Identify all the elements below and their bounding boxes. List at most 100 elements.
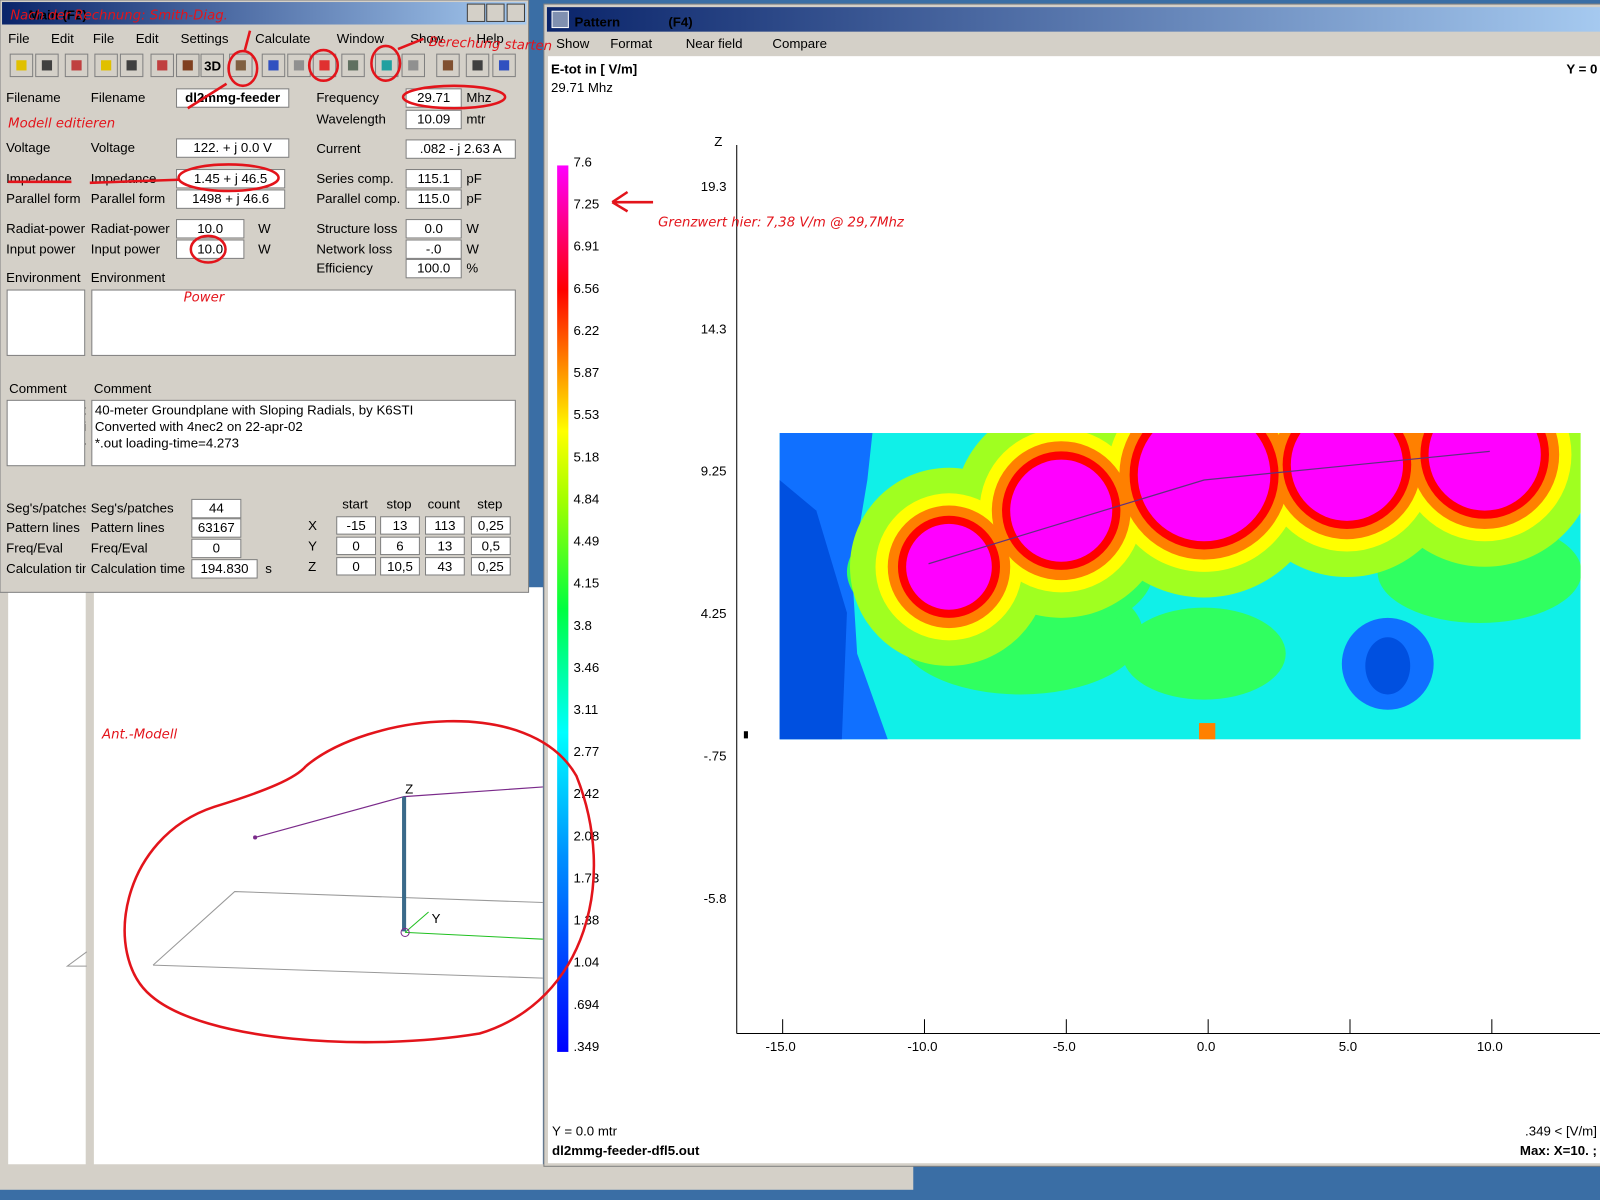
- annotation: Power: [184, 290, 226, 305]
- x-tick-label: 5.0: [1339, 1039, 1357, 1054]
- toolbar-icon: [319, 60, 330, 71]
- menu-item: Show: [556, 36, 590, 51]
- input-box[interactable]: [405, 258, 462, 279]
- colorbar-label: 1.04: [573, 955, 599, 970]
- z-tick-label: 14.3: [701, 321, 727, 336]
- input-box[interactable]: [191, 559, 258, 579]
- grid-cell: 6: [396, 538, 403, 553]
- field-label: Voltage: [6, 140, 50, 155]
- field-value: 0.0: [424, 221, 442, 236]
- colorbar-label: 6.22: [573, 323, 599, 338]
- input-box[interactable]: [405, 189, 462, 209]
- input-box[interactable]: [425, 536, 465, 556]
- x-tick-label: 0.0: [1197, 1039, 1215, 1054]
- input-box[interactable]: [176, 219, 245, 239]
- input-box[interactable]: [425, 516, 465, 535]
- colorbar-label: 2.42: [573, 786, 599, 801]
- toolbar-icon: [381, 60, 392, 71]
- input-box[interactable]: [405, 139, 516, 159]
- input-box[interactable]: [336, 516, 377, 535]
- input-box[interactable]: [336, 557, 377, 576]
- input-box[interactable]: [405, 169, 462, 189]
- input-box[interactable]: [405, 219, 462, 239]
- feed-point: [400, 927, 410, 938]
- grid-header: step: [477, 497, 502, 512]
- field-label: Radiat-power: [91, 221, 170, 236]
- field-unit: pF: [466, 171, 481, 186]
- colorbar-label: 5.53: [573, 407, 599, 422]
- field-value: 44: [209, 501, 224, 516]
- section-label: Comment: [94, 381, 152, 396]
- model-sidebar: [0, 587, 9, 1175]
- section-label: Comment: [9, 381, 67, 396]
- max-label: Max: X=10. ;: [1520, 1143, 1597, 1158]
- input-box[interactable]: [380, 557, 420, 576]
- field-region: [1365, 637, 1411, 695]
- field-label: Impedance: [6, 171, 72, 186]
- environment-box[interactable]: [6, 289, 86, 356]
- annotation: Ant.-Modell: [101, 727, 177, 742]
- grid-cell: 0,5: [482, 538, 500, 553]
- field-unit: Mhz: [466, 90, 491, 105]
- input-box[interactable]: [405, 109, 462, 130]
- grid-cell: 10,5: [387, 559, 413, 574]
- input-box[interactable]: [380, 536, 420, 556]
- section-label: Environment: [91, 270, 166, 285]
- colorbar-label: 3.11: [573, 702, 598, 717]
- toolbar-icon: [347, 60, 359, 71]
- input-box[interactable]: [405, 239, 462, 259]
- x-tick-label: -10.0: [907, 1039, 937, 1054]
- input-box[interactable]: [176, 239, 245, 259]
- window-icon: [551, 10, 569, 29]
- toolbar-icon: [235, 60, 246, 71]
- annotation-circle: [227, 49, 259, 88]
- comment-box[interactable]: [91, 399, 516, 467]
- field-label: Parallel form: [91, 191, 165, 206]
- z-tick-label: -5.8: [704, 891, 727, 906]
- input-box[interactable]: [191, 538, 242, 559]
- input-box[interactable]: [470, 516, 511, 535]
- grid-cell: -15: [347, 518, 366, 533]
- input-box[interactable]: [191, 518, 242, 538]
- input-box[interactable]: [176, 88, 290, 108]
- toolbar-icon: [472, 60, 483, 71]
- comment-line: Converted with 4nec2 on 22-apr-02: [95, 419, 303, 434]
- menu-item: Settings: [181, 31, 229, 46]
- comment-box[interactable]: [6, 399, 86, 467]
- min-label: .349 < [V/m]: [1525, 1124, 1597, 1139]
- field-region: [779, 480, 847, 740]
- field-label: Seg's/patches: [6, 501, 89, 516]
- field-value: 63167: [198, 520, 235, 535]
- axis-label: Z: [405, 782, 413, 797]
- annotation: Grenzwert hier: 7,38 V/m @ 29,7Mhz: [658, 216, 905, 231]
- input-box[interactable]: [336, 536, 377, 556]
- colorbar-label: 6.56: [573, 281, 599, 296]
- field-unit: W: [258, 221, 271, 236]
- toolbar-button[interactable]: [200, 53, 224, 78]
- input-box[interactable]: [380, 516, 420, 535]
- menu-item: Edit: [136, 31, 159, 46]
- field-value: 10.0: [197, 241, 223, 256]
- window-button[interactable]: [506, 3, 525, 22]
- colorbar-label: .349: [573, 1039, 599, 1054]
- input-box[interactable]: [176, 138, 290, 158]
- wire-end: [253, 835, 258, 840]
- window-button[interactable]: [486, 3, 505, 22]
- input-box[interactable]: [470, 557, 511, 576]
- input-box[interactable]: [191, 498, 242, 519]
- field-label: Freq/Eval: [91, 541, 148, 556]
- x-tick-label: 10.0: [1477, 1039, 1503, 1054]
- input-box[interactable]: [425, 557, 465, 576]
- toolbar-icon: [268, 60, 279, 71]
- window-button[interactable]: [466, 3, 486, 22]
- colorbar-label: 5.18: [573, 449, 599, 464]
- annotation-stroke: [8, 30, 654, 213]
- input-box[interactable]: [470, 536, 511, 556]
- toolbar-icon: [408, 60, 419, 71]
- field-label: Voltage: [91, 140, 135, 155]
- colorbar: [557, 165, 569, 1052]
- field-region: [906, 523, 992, 610]
- environment-box[interactable]: [91, 289, 516, 356]
